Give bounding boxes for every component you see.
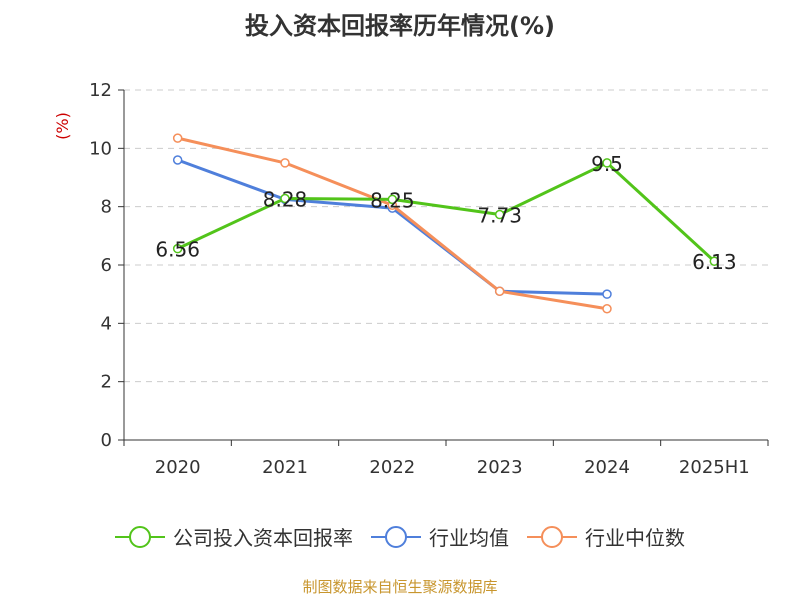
y-tick-label: 0 — [101, 430, 112, 451]
y-axis-label: (%) — [53, 112, 72, 140]
legend-line-circle-icon — [115, 525, 165, 548]
x-tick-label: 2025H1 — [679, 457, 750, 478]
legend-item[interactable]: 行业均值 — [371, 522, 509, 551]
y-tick-label: 10 — [89, 138, 112, 159]
data-label: 9.5 — [591, 152, 623, 176]
y-tick-label: 8 — [101, 197, 112, 218]
data-label: 6.13 — [692, 250, 737, 274]
chart-legend: 公司投入资本回报率 行业均值 行业中位数 — [0, 522, 800, 551]
line-chart: 0 2 4 6 8 10 12 2020 2021 2022 2023 2024 2025H1 (%) 6.… — [53, 80, 769, 478]
y-tick-label: 4 — [101, 313, 112, 334]
x-tick-label: 2023 — [477, 457, 523, 478]
data-point — [172, 155, 183, 165]
legend-item[interactable]: 行业中位数 — [527, 522, 685, 551]
series-line — [177, 161, 716, 263]
series-line — [177, 136, 608, 311]
legend-label: 行业中位数 — [585, 526, 685, 550]
x-tick-label: 2024 — [584, 457, 630, 478]
series-line — [177, 158, 608, 296]
data-label: 8.25 — [370, 188, 415, 212]
data-point — [494, 209, 505, 220]
data-point — [602, 304, 612, 314]
legend-label: 行业均值 — [429, 526, 509, 550]
data-point — [494, 286, 505, 296]
x-tick-label: 2020 — [155, 457, 201, 478]
legend-line-circle-icon — [371, 525, 421, 548]
data-point — [280, 158, 290, 168]
data-point — [387, 194, 398, 205]
y-tick-label: 2 — [101, 372, 112, 393]
data-label: 7.73 — [477, 204, 522, 228]
legend-item[interactable]: 公司投入资本回报率 — [115, 522, 353, 551]
data-point — [280, 193, 290, 204]
y-tick-label: 6 — [101, 255, 112, 276]
data-label: 6.56 — [155, 238, 200, 262]
chart-title: 投入资本回报率历年情况(%) — [245, 12, 555, 40]
data-point — [602, 158, 612, 168]
legend-line-circle-icon — [527, 525, 577, 548]
x-tick-label: 2022 — [369, 457, 415, 478]
data-point — [172, 133, 183, 143]
y-tick-label: 12 — [89, 80, 112, 101]
source-note: 制图数据来自恒生聚源数据库 — [302, 578, 498, 596]
legend-label: 公司投入资本回报率 — [173, 526, 353, 550]
data-point — [709, 256, 720, 266]
x-tick-label: 2021 — [262, 457, 308, 478]
data-label: 8.28 — [263, 188, 308, 212]
data-point — [172, 243, 183, 254]
data-point — [602, 289, 612, 299]
